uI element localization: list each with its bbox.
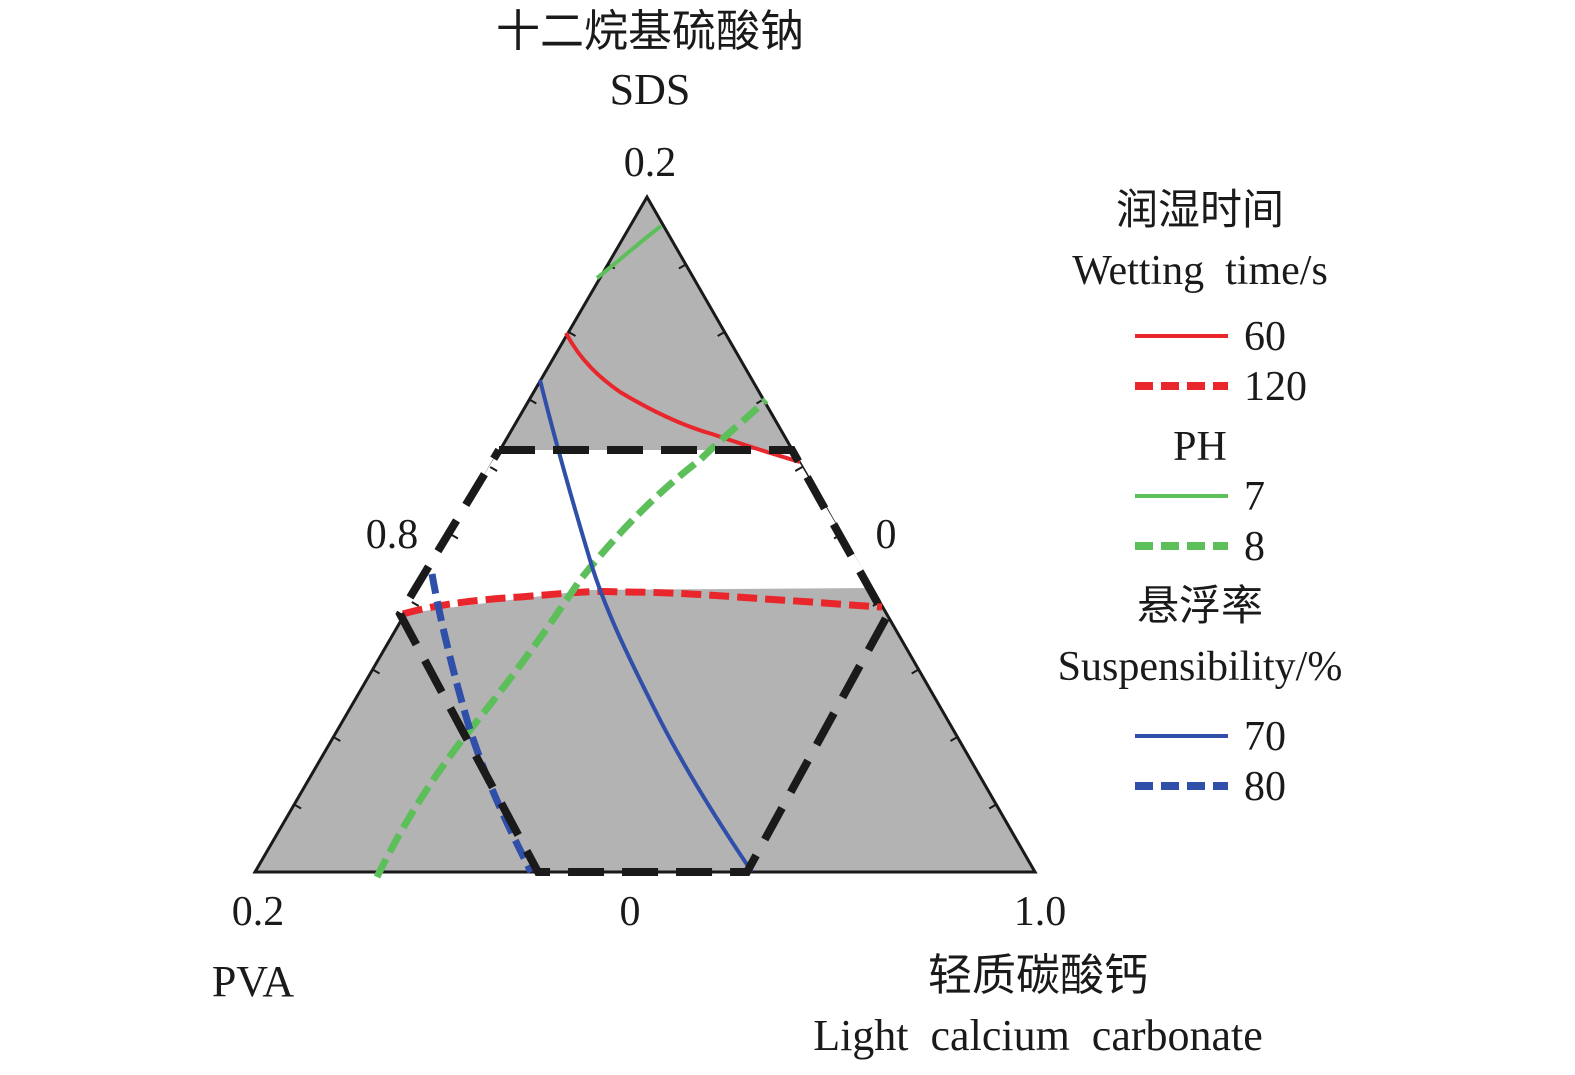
region-boundary-dashed [395,446,891,876]
edge-tick [489,466,498,472]
right-edge-mid-value: 0 [876,512,897,558]
curves-layer [373,224,883,879]
left-axis-title-en: PVA [212,957,295,1006]
edge-tick [372,668,381,675]
edge-tick [794,466,803,472]
right-axis-title-en: Light calcium carbonate [813,1011,1263,1060]
edge-tick [988,803,997,810]
right-corner-value: 1.0 [1014,889,1067,935]
curve-suspensibility--80 [428,573,535,874]
legend-group-2-title-cn: 悬浮率 [1137,583,1263,630]
top-axis-title-en: SDS [610,65,691,114]
legend-group-1-title-en: PH [1173,424,1227,470]
edge-tick [411,601,420,607]
top-axis-title-cn: 十二烷基硫酸钠 [496,7,804,56]
legend-entry-0-0-label: 60 [1244,314,1286,360]
edge-tick [528,398,537,405]
top-apex-value: 0.2 [624,140,677,186]
legend-entry-0-1-label: 120 [1244,364,1307,410]
edge-tick [911,668,920,675]
curve-ph-8 [373,397,769,879]
legend-entry-2-0-label: 70 [1244,714,1286,760]
bottom-mid-value: 0 [620,889,641,935]
legend-group-0-title-cn: 润湿时间 [1116,188,1284,234]
legend-group-0-title-en: Wetting time/s [1072,248,1328,294]
feasible-region-unshaded [400,450,874,614]
edge-ticks [293,263,997,810]
edge-tick [332,736,341,742]
edge-tick [949,736,958,742]
edge-tick [678,263,687,270]
left-corner-value: 0.2 [232,889,285,935]
edge-tick [568,331,577,337]
edge-tick [293,803,302,810]
legend-entry-2-1-label: 80 [1244,764,1286,810]
curve-suspensibility--70 [538,379,754,874]
right-axis-title-cn: 轻质碳酸钙 [928,951,1148,1000]
left-edge-mid-value: 0.8 [366,512,419,558]
legend-entry-1-0-label: 7 [1244,474,1265,520]
curve-ph-7 [595,224,663,280]
legend-entry-1-1-label: 8 [1244,524,1265,570]
edge-tick [717,331,726,337]
edge-tick [872,601,881,607]
legend-group-2-title-en: Suspensibility/% [1058,644,1343,690]
curve-wetting-time-s-60 [564,332,801,464]
